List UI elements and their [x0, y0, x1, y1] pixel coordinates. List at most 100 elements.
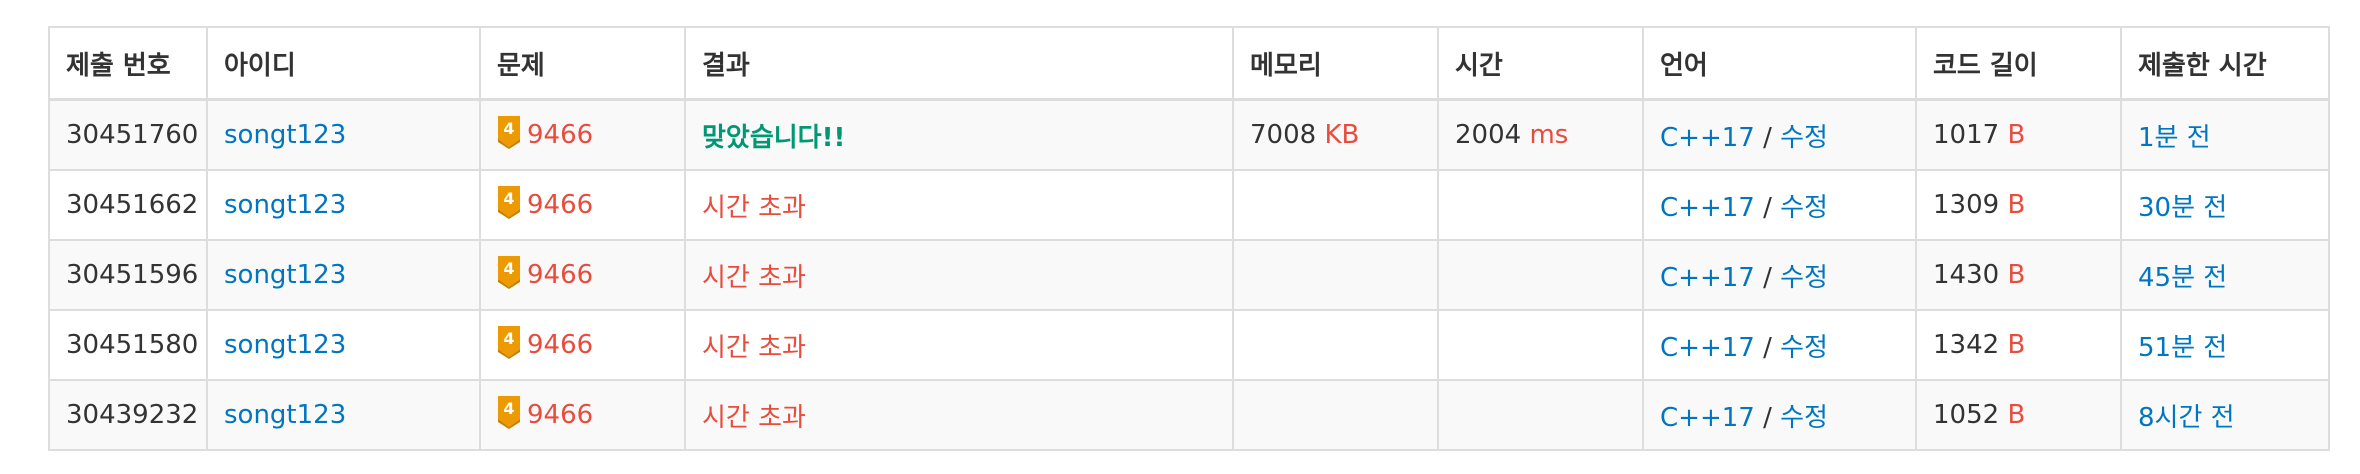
language-cell: C++17 / 수정: [1642, 309, 1917, 381]
submission-id-cell: 30451580: [48, 309, 208, 381]
submitted-at-link[interactable]: 8시간 전: [2138, 402, 2235, 433]
table-header: 제출 번호 아이디 문제 결과 메모리 시간 언어 코드 길이 제출한 시간: [48, 26, 2330, 101]
problem-link[interactable]: 9466: [527, 329, 594, 360]
memory-unit: KB: [1324, 120, 1360, 150]
time-cell: [1437, 239, 1644, 311]
user-cell: songt123: [206, 239, 481, 311]
table-row: 30451596 songt123 4 9466 시간 초과 C++17 / 수정…: [48, 239, 2330, 311]
result-cell: 맞았습니다!!: [684, 98, 1234, 171]
problem-cell: 4 9466: [479, 98, 686, 171]
memory-cell: [1232, 169, 1439, 241]
edit-link[interactable]: 수정: [1780, 262, 1828, 293]
problem-link[interactable]: 9466: [527, 189, 594, 220]
submission-id: 30451596: [66, 260, 199, 290]
tier-gold-4-icon: 4: [497, 185, 521, 226]
user-link[interactable]: songt123: [224, 120, 347, 150]
user-cell: songt123: [206, 169, 481, 241]
submitted-at-link[interactable]: 45분 전: [2138, 262, 2228, 293]
language-cell: C++17 / 수정: [1642, 239, 1917, 311]
time-cell: [1437, 309, 1644, 381]
column-header-problem: 문제: [479, 26, 686, 101]
submitted-at-cell: 45분 전: [2120, 239, 2330, 311]
status-table-container: 제출 번호 아이디 문제 결과 메모리 시간 언어 코드 길이 제출한 시간 3…: [48, 26, 2330, 451]
language-link[interactable]: C++17: [1660, 332, 1755, 363]
submitted-at-cell: 51분 전: [2120, 309, 2330, 381]
column-header-time: 시간: [1437, 26, 1644, 101]
problem-link[interactable]: 9466: [527, 259, 594, 290]
code-length-cell: 1430 B: [1915, 239, 2122, 311]
svg-text:4: 4: [503, 189, 514, 208]
submission-id: 30451760: [66, 120, 199, 150]
code-length-unit: B: [2007, 190, 2026, 220]
svg-text:4: 4: [503, 119, 514, 138]
column-header-submitted-at: 제출한 시간: [2120, 26, 2330, 101]
result-text: 시간 초과: [702, 332, 806, 363]
submission-id: 30439232: [66, 400, 199, 430]
language-link[interactable]: C++17: [1660, 402, 1755, 433]
code-length-unit: B: [2007, 330, 2026, 360]
user-link[interactable]: songt123: [224, 330, 347, 360]
memory-cell: 7008 KB: [1232, 98, 1439, 171]
code-length-value: 1309: [1933, 190, 2000, 220]
result-text: 맞았습니다!!: [702, 122, 846, 153]
code-length-value: 1342: [1933, 330, 2000, 360]
code-length-cell: 1309 B: [1915, 169, 2122, 241]
submitted-at-link[interactable]: 30분 전: [2138, 192, 2228, 223]
user-link[interactable]: songt123: [224, 190, 347, 220]
problem-cell: 4 9466: [479, 239, 686, 311]
user-cell: songt123: [206, 379, 481, 451]
code-length-unit: B: [2007, 400, 2026, 430]
language-cell: C++17 / 수정: [1642, 98, 1917, 171]
code-length-cell: 1342 B: [1915, 309, 2122, 381]
column-header-code-length: 코드 길이: [1915, 26, 2122, 101]
submission-status-table: 제출 번호 아이디 문제 결과 메모리 시간 언어 코드 길이 제출한 시간 3…: [48, 26, 2330, 451]
result-text: 시간 초과: [702, 262, 806, 293]
tier-gold-4-icon: 4: [497, 255, 521, 296]
submitted-at-cell: 8시간 전: [2120, 379, 2330, 451]
submitted-at-link[interactable]: 1분 전: [2138, 122, 2211, 153]
problem-cell: 4 9466: [479, 379, 686, 451]
language-separator: /: [1763, 122, 1772, 153]
problem-link[interactable]: 9466: [527, 119, 594, 150]
submission-id-cell: 30451760: [48, 98, 208, 171]
result-cell: 시간 초과: [684, 169, 1234, 241]
memory-cell: [1232, 379, 1439, 451]
edit-link[interactable]: 수정: [1780, 192, 1828, 223]
code-length-value: 1430: [1933, 260, 2000, 290]
user-link[interactable]: songt123: [224, 260, 347, 290]
header-row: 제출 번호 아이디 문제 결과 메모리 시간 언어 코드 길이 제출한 시간: [48, 26, 2330, 101]
edit-link[interactable]: 수정: [1780, 332, 1828, 363]
user-link[interactable]: songt123: [224, 400, 347, 430]
memory-cell: [1232, 239, 1439, 311]
edit-link[interactable]: 수정: [1780, 122, 1828, 153]
language-link[interactable]: C++17: [1660, 122, 1755, 153]
column-header-result: 결과: [684, 26, 1234, 101]
submitted-at-link[interactable]: 51분 전: [2138, 332, 2228, 363]
problem-link[interactable]: 9466: [527, 399, 594, 430]
language-separator: /: [1763, 192, 1772, 223]
svg-text:4: 4: [503, 399, 514, 418]
submission-id-cell: 30451596: [48, 239, 208, 311]
table-row: 30451580 songt123 4 9466 시간 초과 C++17 / 수정…: [48, 309, 2330, 381]
result-text: 시간 초과: [702, 402, 806, 433]
submission-id: 30451662: [66, 190, 199, 220]
table-row: 30451662 songt123 4 9466 시간 초과 C++17 / 수정…: [48, 169, 2330, 241]
result-text: 시간 초과: [702, 192, 806, 223]
memory-cell: [1232, 309, 1439, 381]
code-length-unit: B: [2007, 260, 2026, 290]
submission-id: 30451580: [66, 330, 199, 360]
tier-gold-4-icon: 4: [497, 115, 521, 156]
column-header-submission-id: 제출 번호: [48, 26, 208, 101]
time-cell: [1437, 169, 1644, 241]
result-cell: 시간 초과: [684, 309, 1234, 381]
time-cell: [1437, 379, 1644, 451]
tier-gold-4-icon: 4: [497, 395, 521, 436]
column-header-memory: 메모리: [1232, 26, 1439, 101]
language-link[interactable]: C++17: [1660, 262, 1755, 293]
time-unit: ms: [1529, 120, 1569, 150]
language-link[interactable]: C++17: [1660, 192, 1755, 223]
language-cell: C++17 / 수정: [1642, 169, 1917, 241]
time-cell: 2004 ms: [1437, 98, 1644, 171]
edit-link[interactable]: 수정: [1780, 402, 1828, 433]
language-separator: /: [1763, 262, 1772, 293]
